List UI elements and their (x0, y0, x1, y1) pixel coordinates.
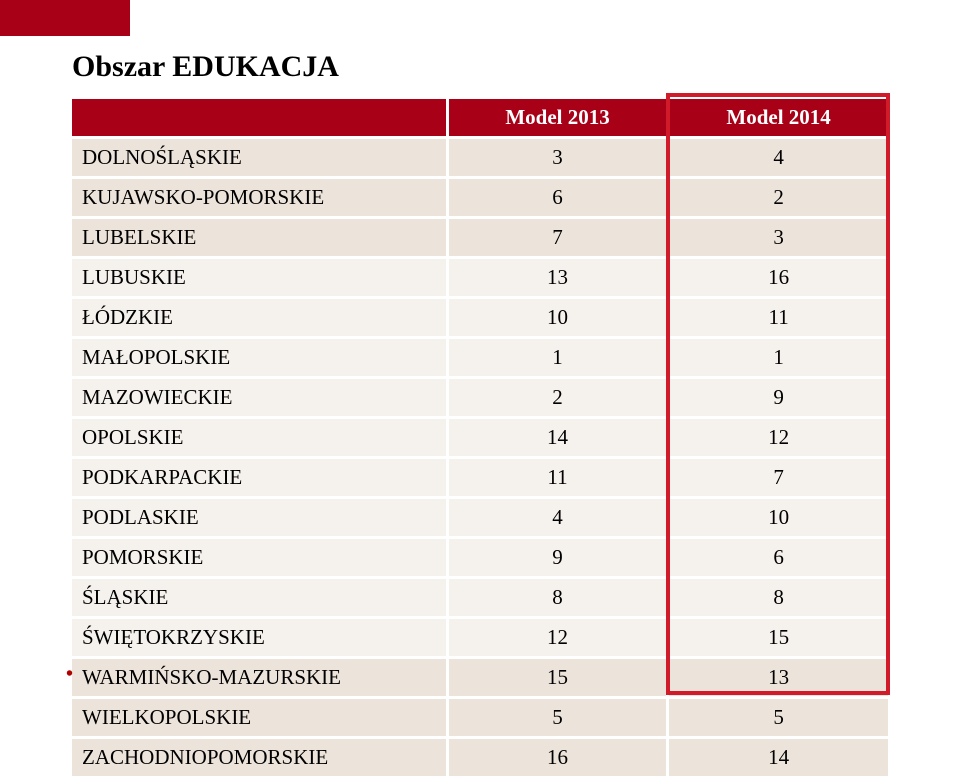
row-name: KUJAWSKO-POMORSKIE (72, 178, 447, 218)
table-header-row: Model 2013 Model 2014 (72, 99, 888, 138)
table-row: KUJAWSKO-POMORSKIE62 (72, 178, 888, 218)
row-name: MAZOWIECKIE (72, 378, 447, 418)
row-name: LUBELSKIE (72, 218, 447, 258)
row-value-2013: 10 (447, 298, 667, 338)
row-value-2013: 3 (447, 138, 667, 178)
table-row: WIELKOPOLSKIE55 (72, 698, 888, 738)
row-name: OPOLSKIE (72, 418, 447, 458)
table-row: MAZOWIECKIE29 (72, 378, 888, 418)
row-name: ZACHODNIOPOMORSKIE (72, 738, 447, 778)
row-value-2013: 14 (447, 418, 667, 458)
row-value-2013: 2 (447, 378, 667, 418)
slide-title: Obszar EDUKACJA (72, 50, 888, 84)
title-prefix: Obszar (72, 50, 172, 83)
table-row: WARMIŃSKO-MAZURSKIE1513 (72, 658, 888, 698)
row-name: ŚWIĘTOKRZYSKIE (72, 618, 447, 658)
footer-bullet: • (66, 663, 73, 686)
row-value-2014: 5 (668, 698, 888, 738)
row-value-2013: 4 (447, 498, 667, 538)
data-table: Model 2013 Model 2014 DOLNOŚLĄSKIE34KUJA… (72, 98, 888, 779)
table-row: ŚLĄSKIE88 (72, 578, 888, 618)
row-value-2014: 7 (668, 458, 888, 498)
row-value-2013: 8 (447, 578, 667, 618)
row-name: DOLNOŚLĄSKIE (72, 138, 447, 178)
row-value-2013: 13 (447, 258, 667, 298)
row-value-2013: 12 (447, 618, 667, 658)
row-value-2014: 16 (668, 258, 888, 298)
row-value-2013: 15 (447, 658, 667, 698)
row-value-2014: 4 (668, 138, 888, 178)
row-value-2014: 3 (668, 218, 888, 258)
table-row: LUBELSKIE73 (72, 218, 888, 258)
row-value-2013: 5 (447, 698, 667, 738)
row-value-2014: 12 (668, 418, 888, 458)
row-name: WARMIŃSKO-MAZURSKIE (72, 658, 447, 698)
col-header-2013: Model 2013 (447, 99, 667, 138)
row-value-2014: 8 (668, 578, 888, 618)
table-row: LUBUSKIE1316 (72, 258, 888, 298)
table-row: PODLASKIE410 (72, 498, 888, 538)
row-value-2013: 16 (447, 738, 667, 778)
row-value-2014: 11 (668, 298, 888, 338)
row-name: PODLASKIE (72, 498, 447, 538)
row-value-2013: 11 (447, 458, 667, 498)
row-name: ŚLĄSKIE (72, 578, 447, 618)
row-value-2013: 7 (447, 218, 667, 258)
row-value-2014: 15 (668, 618, 888, 658)
slide-content: Obszar EDUKACJA Model 2013 Model 2014 DO… (72, 50, 888, 779)
row-name: POMORSKIE (72, 538, 447, 578)
row-value-2013: 9 (447, 538, 667, 578)
table-row: ŁÓDZKIE1011 (72, 298, 888, 338)
row-value-2014: 1 (668, 338, 888, 378)
table-row: PODKARPACKIE117 (72, 458, 888, 498)
row-name: LUBUSKIE (72, 258, 447, 298)
row-value-2014: 10 (668, 498, 888, 538)
table-row: OPOLSKIE1412 (72, 418, 888, 458)
row-value-2014: 9 (668, 378, 888, 418)
row-name: WIELKOPOLSKIE (72, 698, 447, 738)
row-value-2014: 13 (668, 658, 888, 698)
row-value-2014: 14 (668, 738, 888, 778)
row-name: ŁÓDZKIE (72, 298, 447, 338)
table-row: MAŁOPOLSKIE11 (72, 338, 888, 378)
accent-block (0, 0, 130, 36)
row-value-2013: 6 (447, 178, 667, 218)
row-value-2014: 6 (668, 538, 888, 578)
row-name: PODKARPACKIE (72, 458, 447, 498)
table-row: POMORSKIE96 (72, 538, 888, 578)
col-header-2014: Model 2014 (668, 99, 888, 138)
title-main: EDUKACJA (172, 50, 339, 83)
table-row: ZACHODNIOPOMORSKIE1614 (72, 738, 888, 778)
row-value-2013: 1 (447, 338, 667, 378)
table-row: DOLNOŚLĄSKIE34 (72, 138, 888, 178)
table-row: ŚWIĘTOKRZYSKIE1215 (72, 618, 888, 658)
col-header-name (72, 99, 447, 138)
row-name: MAŁOPOLSKIE (72, 338, 447, 378)
row-value-2014: 2 (668, 178, 888, 218)
